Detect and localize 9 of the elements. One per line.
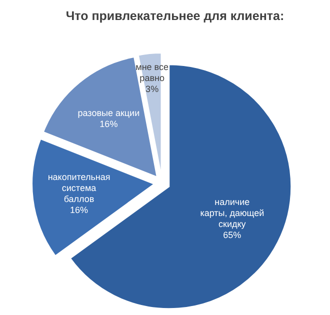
data-label: 65% bbox=[223, 230, 242, 240]
slice-label: накопительная система баллов bbox=[48, 172, 110, 204]
slice-label: наличие карты, дающей скидку bbox=[200, 197, 264, 230]
data-label: 16% bbox=[100, 119, 118, 130]
slice-label: мне все равно bbox=[136, 62, 168, 83]
data-label: 3% bbox=[146, 84, 159, 94]
slice-label: разовые акции bbox=[78, 108, 140, 118]
data-label: 16% bbox=[70, 204, 88, 215]
chart-title: Что привлекательнее для клиента: bbox=[66, 9, 284, 23]
